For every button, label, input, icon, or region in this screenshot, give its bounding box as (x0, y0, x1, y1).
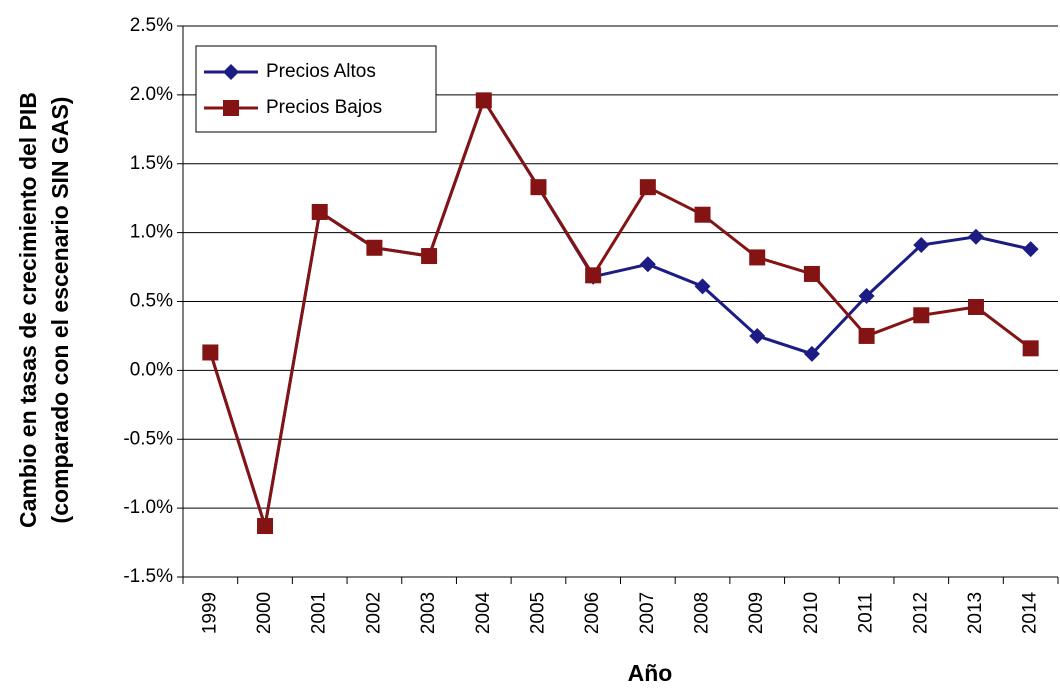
legend-label: Precios Bajos (266, 97, 382, 118)
marker (202, 344, 219, 361)
x-tick-label: 2006 (582, 592, 603, 634)
series-line (208, 96, 1032, 527)
y-tick-label: -1.5% (123, 566, 173, 587)
marker (967, 299, 984, 316)
y-tick-label: 1.0% (130, 222, 173, 243)
y-tick-label: -0.5% (123, 428, 173, 449)
x-axis-title: Año (628, 660, 673, 686)
x-tick-label: 2005 (527, 592, 548, 634)
marker (913, 307, 930, 324)
marker (639, 179, 656, 196)
y-axis-title: Cambio en tasas de crecimiento del PIB (15, 92, 41, 528)
y-tick-label: 0.5% (130, 291, 173, 312)
y-axis-title: (comparado con el escenario SIN GAS) (47, 97, 73, 524)
marker (530, 179, 547, 196)
marker (1022, 241, 1039, 258)
y-tick-label: 2.5% (130, 15, 173, 36)
marker (694, 278, 711, 295)
x-tick-label: 2000 (254, 592, 275, 634)
marker (694, 206, 711, 223)
marker (421, 248, 438, 265)
x-tick-label: 1999 (199, 592, 220, 634)
x-tick-label: 2011 (856, 593, 877, 634)
marker (585, 267, 602, 284)
x-tick-label: 2010 (801, 592, 822, 634)
marker (257, 518, 274, 535)
marker (311, 203, 328, 220)
x-tick-label: 2003 (418, 592, 439, 634)
y-tick-label: 1.5% (130, 153, 173, 174)
marker (803, 345, 820, 362)
x-tick-label: 2004 (473, 591, 494, 634)
x-tick-label: 2014 (1020, 591, 1041, 634)
x-tick-label: 2012 (910, 592, 931, 634)
marker (967, 228, 984, 245)
x-tick-label: 2013 (965, 592, 986, 634)
x-tick-label: 2008 (692, 592, 713, 634)
marker (858, 327, 875, 344)
marker (366, 239, 383, 256)
legend-box (195, 45, 437, 133)
legend-marker (223, 100, 239, 116)
marker (913, 237, 930, 254)
y-tick-label: 2.0% (130, 84, 173, 105)
marker (749, 249, 766, 266)
marker (749, 327, 766, 344)
x-tick-label: 2009 (746, 592, 767, 634)
marker (475, 92, 492, 109)
y-tick-label: -1.0% (123, 497, 173, 518)
marker (639, 256, 656, 273)
y-tick-label: 0.0% (130, 359, 173, 380)
x-tick-label: 2001 (309, 592, 330, 634)
x-tick-label: 2002 (363, 592, 384, 634)
legend-label: Precios Altos (266, 61, 376, 82)
x-tick-label: 2007 (637, 592, 658, 634)
marker (858, 287, 875, 304)
legend-marker (223, 64, 239, 80)
marker (803, 265, 820, 282)
marker (1022, 340, 1039, 357)
